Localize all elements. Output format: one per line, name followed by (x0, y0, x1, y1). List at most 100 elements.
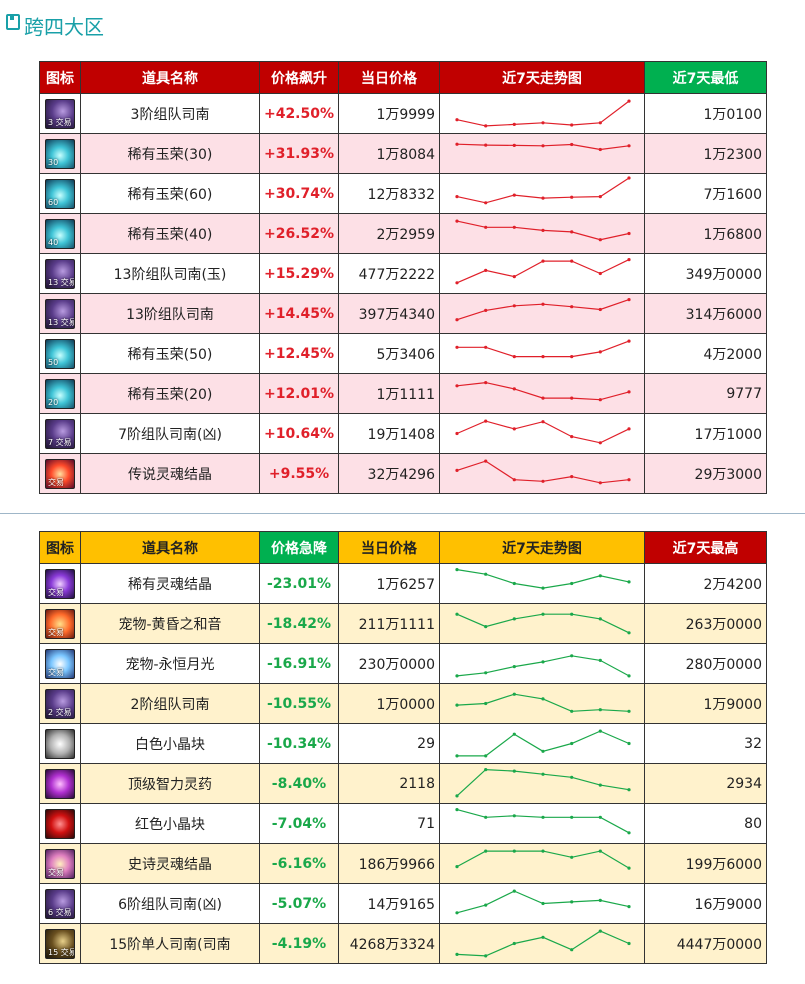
trend-point (484, 954, 488, 958)
price-rise-table: 图标 道具名称 价格飙升 当日价格 近7天走势图 近7天最低 3 交易 3阶组队司… (39, 61, 767, 494)
jade-icon: 50 (45, 338, 75, 369)
trend-point (598, 195, 602, 199)
trend-point (484, 419, 488, 423)
trend-point (455, 703, 459, 707)
trend-chart (439, 643, 645, 684)
7day-high-price: 1万9000 (644, 683, 767, 724)
trend-point (627, 298, 631, 302)
trend-point (512, 304, 516, 308)
daily-price: 12万8332 (338, 173, 440, 214)
item-name: 稀有玉荣(50) (80, 333, 260, 374)
daily-price: 5万3406 (338, 333, 440, 374)
trend-point (627, 941, 631, 946)
trend-point (484, 345, 488, 349)
trend-sparkline (455, 729, 631, 758)
trend-point (570, 775, 574, 779)
header-icon: 图标 (39, 531, 81, 564)
7day-high-price: 4447万0000 (644, 923, 767, 964)
icon-cell: 交易 (39, 603, 81, 644)
item-name: 13阶组队司南 (80, 293, 260, 334)
trend-point (512, 814, 516, 818)
item-name: 红色小晶块 (80, 803, 260, 844)
trend-point (512, 692, 516, 696)
icon-tag: 13 交易 (48, 277, 75, 287)
jade-icon: 60 (45, 178, 75, 209)
soul-crystal-icon: 交易 (45, 568, 75, 599)
icon-tag: 交易 (48, 587, 64, 597)
trend-point (484, 308, 488, 312)
trend-point (541, 849, 545, 853)
trend-point (484, 459, 488, 463)
icon-cell: 40 (39, 213, 81, 254)
trend-chart (439, 453, 645, 494)
trend-point (570, 581, 574, 586)
7day-high-price: 263万0000 (644, 603, 767, 644)
trend-point (598, 658, 602, 662)
trend-sparkline (455, 459, 631, 485)
table-header-row: 图标 道具名称 价格急降 当日价格 近7天走势图 近7天最高 (39, 531, 767, 564)
trend-point (598, 708, 602, 712)
icon-cell: 交易 (39, 563, 81, 604)
trend-point (484, 268, 488, 272)
trend-point (455, 219, 459, 223)
daily-price: 1万9999 (338, 93, 440, 134)
trend-point (512, 889, 516, 893)
icon-cell: 2 交易 (39, 683, 81, 724)
item-name: 6阶组队司南(凶) (80, 883, 260, 924)
price-change: -18.42% (259, 603, 339, 644)
table-row: 40 稀有玉荣(40) +26.52% 2万2959 1万6800 (39, 213, 767, 254)
white-crystal-icon (45, 728, 75, 759)
trend-sparkline (455, 929, 631, 958)
jade-icon: 30 (45, 138, 75, 169)
header-price-change: 价格急降 (259, 531, 339, 564)
trend-chart (439, 883, 645, 924)
price-fall-table: 图标 道具名称 价格急降 当日价格 近7天走势图 近7天最高 交易 稀有灵魂结晶 -… (39, 531, 767, 964)
7day-low-price: 9777 (644, 373, 767, 414)
table-row: 红色小晶块 -7.04% 71 80 (39, 803, 767, 844)
trend-line (456, 850, 630, 869)
header-daily-price: 当日价格 (338, 61, 440, 94)
daily-price: 477万2222 (338, 253, 440, 294)
7day-low-price: 314万6000 (644, 293, 767, 334)
trend-sparkline (455, 339, 631, 359)
table-row: 白色小晶块 -10.34% 29 32 (39, 723, 767, 764)
daily-price: 2118 (338, 763, 440, 804)
icon-cell: 7 交易 (39, 413, 81, 454)
trend-point (484, 572, 488, 576)
icon-tag: 2 交易 (48, 707, 72, 717)
trend-point (598, 441, 602, 445)
trend-point (512, 275, 516, 279)
trend-point (627, 905, 631, 909)
table-row: 20 稀有玉荣(20) +12.01% 1万1111 9777 (39, 373, 767, 414)
trend-point (512, 941, 516, 946)
trend-point (627, 866, 631, 870)
price-change: +15.29% (259, 253, 339, 294)
trend-point (541, 196, 545, 200)
price-change: -23.01% (259, 563, 339, 604)
daily-price: 211万1111 (338, 603, 440, 644)
trend-point (541, 697, 545, 701)
price-change: -10.34% (259, 723, 339, 764)
icon-cell: 3 交易 (39, 93, 81, 134)
icon-tag: 交易 (48, 477, 64, 487)
trend-chart (439, 333, 645, 374)
trend-chart (439, 683, 645, 724)
table-row: 15 交易 15阶单人司南(司南 -4.19% 4268万3324 4447万0000 (39, 923, 767, 964)
header-daily-price: 当日价格 (338, 531, 440, 564)
7day-low-price: 1万2300 (644, 133, 767, 174)
trend-point (455, 612, 459, 616)
trend-point (541, 302, 545, 306)
trend-point (598, 238, 602, 242)
trend-point (598, 617, 602, 621)
pet-sunset-icon: 交易 (45, 608, 75, 639)
price-change: -4.19% (259, 923, 339, 964)
item-name: 传说灵魂结晶 (80, 453, 260, 494)
icon-tag: 50 (48, 357, 59, 367)
trend-point (512, 849, 516, 853)
icon-tag: 交易 (48, 667, 64, 677)
item-name: 7阶组队司南(凶) (80, 413, 260, 454)
icon-tag: 7 交易 (48, 437, 72, 447)
trend-point (484, 754, 488, 758)
trend-chart (439, 923, 645, 964)
daily-price: 186万9966 (338, 843, 440, 884)
